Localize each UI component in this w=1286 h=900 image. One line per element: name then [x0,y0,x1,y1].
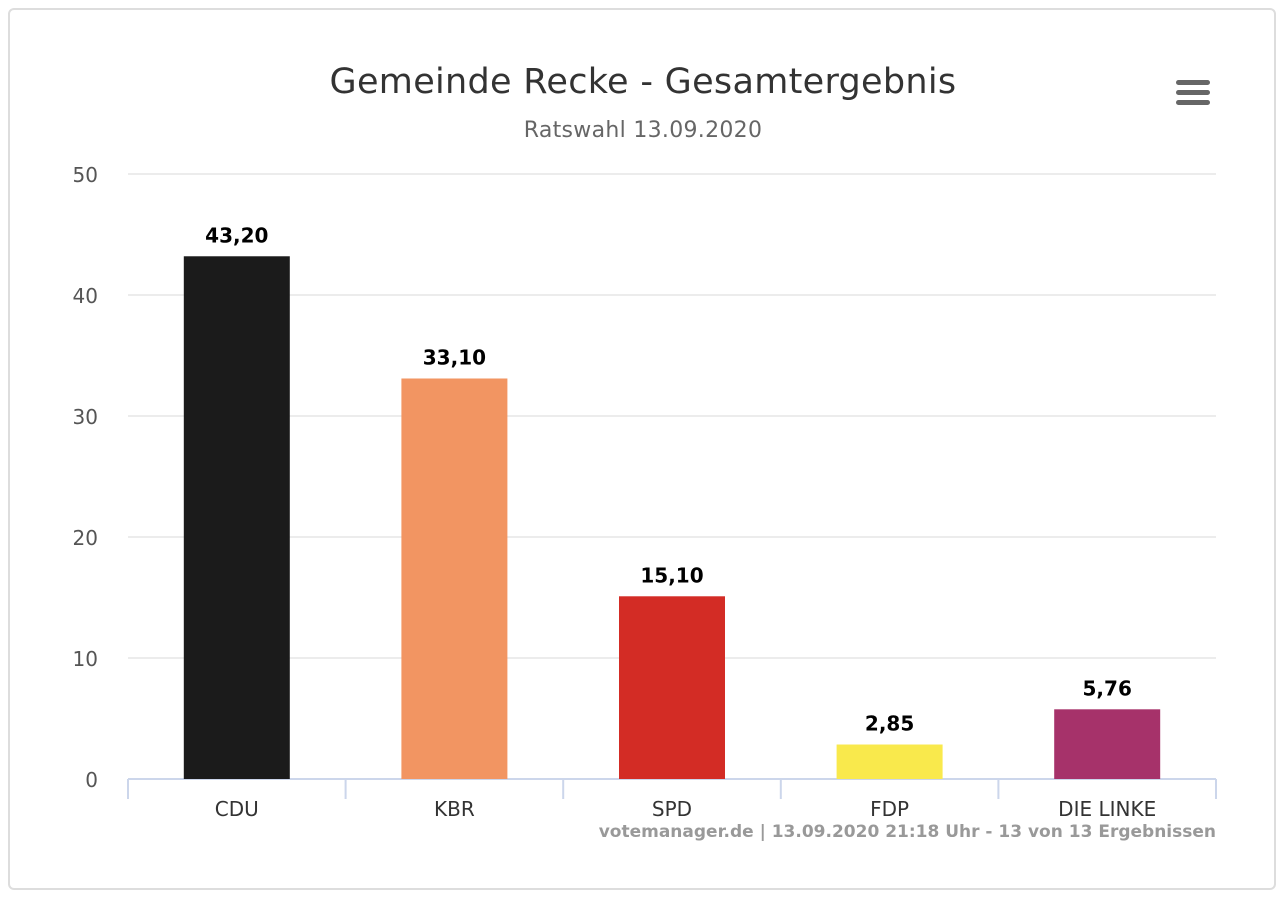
data-label: 15,10 [640,563,703,587]
bar[interactable] [183,256,290,779]
chart-credits[interactable]: votemanager.de | 13.09.2020 21:18 Uhr - … [598,822,1216,842]
y-tick-label: 40 [73,284,98,308]
bar[interactable] [1054,709,1161,779]
y-tick-label: 50 [73,163,98,187]
menu-line [1176,90,1210,95]
y-tick-label: 10 [73,647,98,671]
x-tick-label: DIE LINKE [1058,797,1156,821]
y-tick-label: 0 [85,768,98,792]
chart-title: Gemeinde Recke - Gesamtergebnis [329,62,957,102]
chart-subtitle: Ratswahl 13.09.2020 [523,118,763,143]
bar[interactable] [401,378,508,779]
y-tick-label: 20 [73,526,98,550]
menu-line [1176,80,1210,85]
bar[interactable] [836,744,943,779]
y-tick-label: 30 [73,405,98,429]
data-label: 5,76 [1083,676,1132,700]
hamburger-menu-icon[interactable] [1174,78,1214,110]
data-label: 33,10 [423,345,486,369]
x-tick-label: FDP [870,797,909,821]
menu-line [1176,100,1210,105]
data-label: 2,85 [865,712,914,736]
data-label: 43,20 [205,223,268,247]
x-tick-label: SPD [652,797,692,821]
x-tick-label: KBR [434,797,475,821]
bar[interactable] [619,596,725,779]
x-tick-label: CDU [215,797,259,821]
